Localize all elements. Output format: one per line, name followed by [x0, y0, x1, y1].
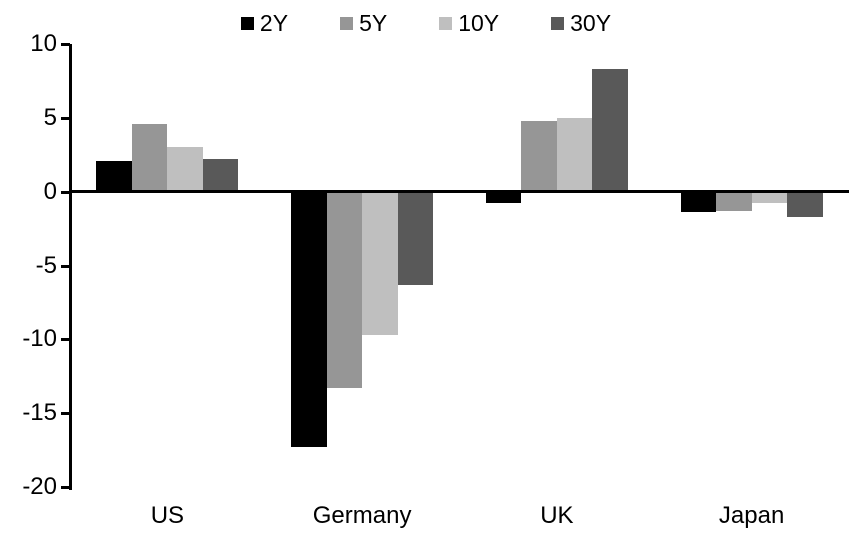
bar-japan-2y	[680, 191, 717, 213]
y-axis-tick-label: -5	[35, 251, 57, 279]
bar-japan-5y	[716, 191, 752, 211]
y-axis-tick-label: 0	[43, 177, 57, 205]
legend-label: 2Y	[259, 9, 289, 36]
y-axis-tick	[61, 190, 70, 194]
legend-swatch-2y	[240, 16, 254, 30]
bar-japan-10y	[751, 191, 788, 204]
legend-item-10y: 10Y	[439, 9, 500, 36]
legend-swatch-30y	[551, 16, 565, 30]
bar-uk-5y	[521, 120, 557, 192]
bar-us-5y	[131, 123, 168, 192]
bar-us-2y	[96, 160, 132, 192]
y-axis-tick-label: -20	[22, 473, 57, 500]
bar-germany-30y	[397, 191, 434, 285]
x-axis-label-germany: Germany	[312, 502, 412, 529]
y-axis-tick	[61, 338, 70, 342]
y-axis-line	[69, 44, 72, 490]
x-axis-label-uk: UK	[540, 502, 574, 529]
y-axis-tick-label: -15	[22, 399, 57, 427]
bar-japan-30y	[787, 191, 823, 217]
y-axis-tick	[61, 412, 70, 416]
y-axis-tick	[61, 43, 70, 46]
legend-item-5y: 5Y	[340, 9, 388, 36]
legend-label: 5Y	[359, 9, 388, 36]
legend-label: 10Y	[458, 9, 500, 36]
y-axis-tick-label: -10	[22, 325, 57, 353]
chart-legend: 2Y 5Y 10Y 30Y	[0, 8, 852, 38]
legend-label: 30Y	[570, 9, 612, 36]
bar-germany-10y	[362, 191, 398, 335]
bar-germany-2y	[291, 191, 327, 448]
legend-item-30y: 30Y	[551, 9, 612, 36]
legend-swatch-5y	[340, 16, 354, 30]
y-axis-tick	[61, 486, 70, 489]
bar-uk-2y	[485, 191, 522, 204]
y-axis-tick	[61, 116, 70, 120]
legend-item-2y: 2Y	[240, 9, 289, 36]
y-axis-tick-label: 10	[30, 30, 57, 57]
y-axis-tick	[61, 264, 70, 268]
bar-uk-10y	[556, 117, 593, 192]
bar-uk-30y	[592, 69, 628, 192]
bar-us-10y	[167, 147, 203, 192]
zero-baseline	[69, 190, 849, 194]
legend-swatch-10y	[439, 16, 453, 30]
bar-us-30y	[202, 159, 239, 192]
x-axis-label-us: US	[150, 502, 185, 529]
bar-germany-5y	[326, 191, 363, 389]
y-axis-tick-label: 5	[43, 103, 57, 131]
x-axis-label-japan: Japan	[718, 502, 785, 529]
